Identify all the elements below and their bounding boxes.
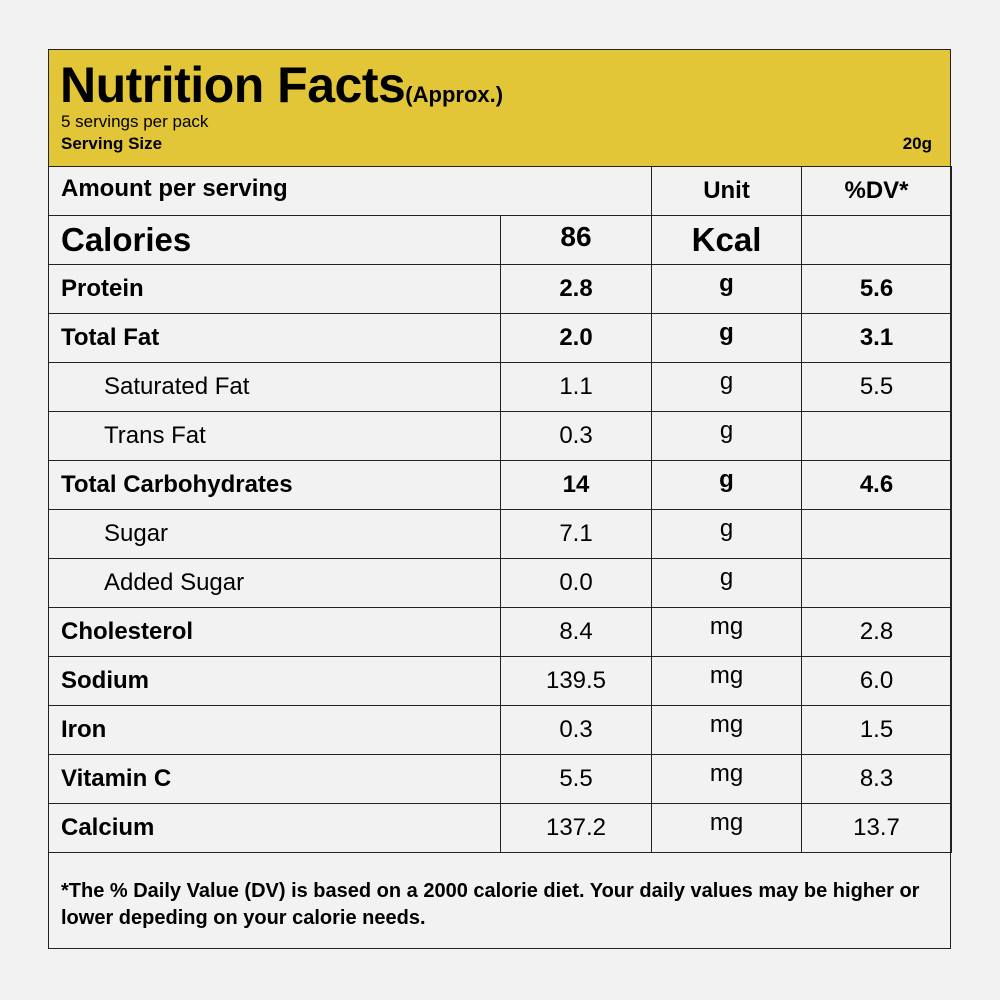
- nutrient-unit: g: [651, 411, 803, 461]
- page-title: Nutrition Facts: [60, 57, 406, 113]
- nutrient-dv: [801, 558, 953, 608]
- nutrient-unit: mg: [651, 607, 803, 657]
- nutrient-dv: 13.7: [801, 803, 953, 853]
- nutrient-name: Protein: [48, 264, 501, 314]
- nutrient-dv: 5.5: [801, 362, 953, 412]
- calories-row: Calories 86 Kcal: [48, 215, 953, 265]
- nutrient-dv: [801, 411, 953, 461]
- nutrient-name: Trans Fat: [48, 411, 501, 461]
- nutrient-value: 8.4: [499, 607, 653, 657]
- nutrients-table: Amount per serving Unit %DV* Calories 86…: [47, 166, 953, 853]
- nutrient-dv: 1.5: [801, 705, 953, 755]
- nutrient-name: Calcium: [48, 803, 501, 853]
- nutrient-dv: 6.0: [801, 656, 953, 706]
- nutrient-dv: 2.8: [801, 607, 953, 657]
- title-suffix: (Approx.): [405, 82, 504, 107]
- table-row: Sodium 139.5 mg 6.0: [48, 656, 953, 706]
- nutrient-unit: g: [651, 362, 803, 412]
- serving-size-label: Serving Size: [61, 134, 163, 153]
- table-row: Sugar 7.1 g: [48, 509, 953, 559]
- nutrient-dv: [801, 509, 953, 559]
- nutrient-unit: g: [651, 558, 803, 608]
- table-row: Added Sugar 0.0 g: [48, 558, 953, 608]
- table-row: Protein 2.8 g 5.6: [48, 264, 953, 314]
- serving-size-value: 20g: [902, 134, 932, 153]
- nutrient-name: Total Carbohydrates: [48, 460, 501, 510]
- nutrient-value: 2.8: [499, 264, 653, 314]
- calories-value: 86: [499, 215, 653, 265]
- nutrient-name: Sodium: [48, 656, 501, 706]
- nutrient-unit: g: [651, 460, 803, 510]
- unit-header: Unit: [651, 166, 803, 216]
- nutrient-value: 0.0: [499, 558, 653, 608]
- title-line: Nutrition Facts(Approx.): [60, 56, 503, 114]
- nutrient-unit: g: [651, 313, 803, 363]
- nutrient-value: 139.5: [499, 656, 653, 706]
- daily-value-footnote: *The % Daily Value (DV) is based on a 20…: [61, 880, 920, 929]
- nutrient-unit: mg: [651, 754, 803, 804]
- nutrient-dv: 3.1: [801, 313, 953, 363]
- nutrient-value: 5.5: [499, 754, 653, 804]
- table-row: Saturated Fat 1.1 g 5.5: [48, 362, 953, 412]
- nutrient-value: 14: [499, 460, 653, 510]
- nutrient-unit: g: [651, 509, 803, 559]
- nutrient-dv: 8.3: [801, 754, 953, 804]
- nutrient-unit: mg: [651, 803, 803, 853]
- table-row: Total Carbohydrates 14 g 4.6: [48, 460, 953, 510]
- nutrient-unit: g: [651, 264, 803, 314]
- calories-dv: [801, 215, 953, 265]
- table-header-row: Amount per serving Unit %DV*: [47, 166, 953, 216]
- label-header: Nutrition Facts(Approx.) 5 servings per …: [49, 50, 950, 167]
- nutrition-label: Nutrition Facts(Approx.) 5 servings per …: [47, 49, 953, 949]
- nutrient-value: 137.2: [499, 803, 653, 853]
- nutrient-dv: 5.6: [801, 264, 953, 314]
- nutrient-value: 7.1: [499, 509, 653, 559]
- nutrient-name: Cholesterol: [48, 607, 501, 657]
- table-row: Cholesterol 8.4 mg 2.8: [48, 607, 953, 657]
- nutrient-unit: mg: [651, 705, 803, 755]
- nutrient-name: Total Fat: [48, 313, 501, 363]
- calories-unit: Kcal: [651, 215, 803, 265]
- nutrient-value: 0.3: [499, 411, 653, 461]
- nutrient-name: Vitamin C: [48, 754, 501, 804]
- table-row: Vitamin C 5.5 mg 8.3: [48, 754, 953, 804]
- nutrient-name: Saturated Fat: [48, 362, 501, 412]
- table-row: Calcium 137.2 mg 13.7: [48, 803, 953, 853]
- servings-per-pack: 5 servings per pack: [61, 112, 209, 131]
- nutrient-name: Sugar: [48, 509, 501, 559]
- nutrient-unit: mg: [651, 656, 803, 706]
- amount-per-serving-header: Amount per serving: [47, 166, 653, 216]
- table-row: Trans Fat 0.3 g: [48, 411, 953, 461]
- table-row: Total Fat 2.0 g 3.1: [48, 313, 953, 363]
- calories-label: Calories: [48, 215, 501, 265]
- nutrient-value: 1.1: [499, 362, 653, 412]
- nutrient-value: 0.3: [499, 705, 653, 755]
- table-row: Iron 0.3 mg 1.5: [48, 705, 953, 755]
- nutrient-value: 2.0: [499, 313, 653, 363]
- nutrient-name: Iron: [48, 705, 501, 755]
- dv-header: %DV*: [801, 166, 953, 216]
- nutrient-dv: 4.6: [801, 460, 953, 510]
- nutrient-name: Added Sugar: [48, 558, 501, 608]
